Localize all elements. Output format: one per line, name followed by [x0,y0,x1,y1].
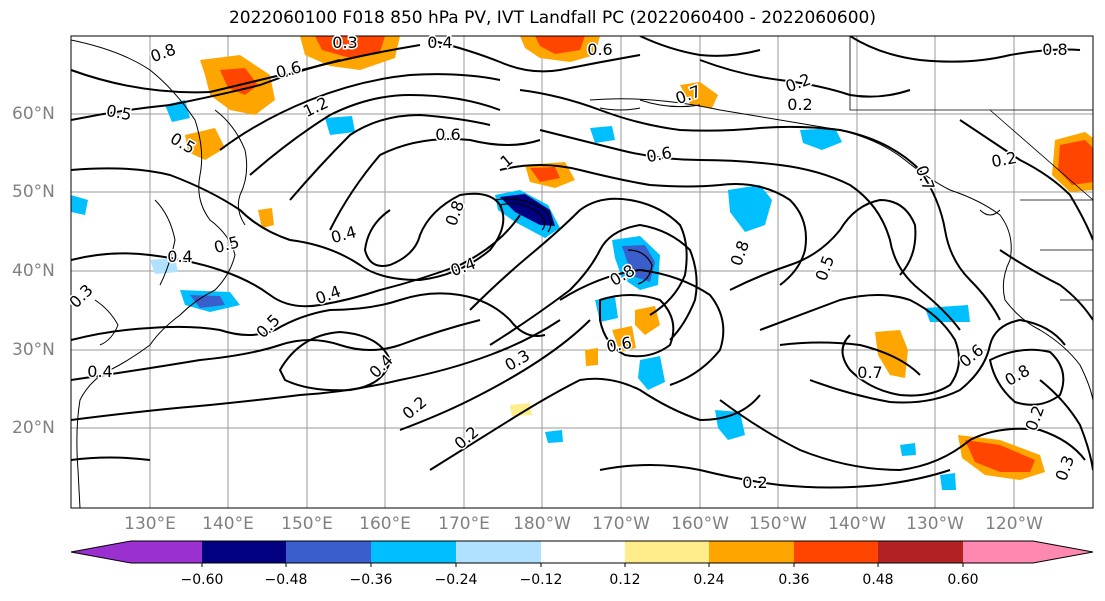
lon-label-140e: 140°E [202,514,254,534]
colorbar-tick: 0.60 [947,572,979,588]
pv-negative-areas [71,100,970,490]
lat-label-50: 50°N [12,182,55,202]
contour-label: 0.4 [87,362,112,381]
colorbar-tick: 0.24 [693,572,725,588]
lat-label-40: 40°N [12,261,55,281]
contour-label: 0.2 [990,148,1018,171]
lon-label-130w: 130°W [906,514,964,534]
colorbar-segment [71,541,202,563]
map-frame [70,35,1094,509]
colorbar-segment [794,541,878,563]
contour-label: 0.7 [857,363,882,382]
lat-label-30: 30°N [12,340,55,360]
lon-label-130e: 130°E [124,514,176,534]
lat-label-60: 60°N [12,104,55,124]
lon-label-170w: 170°W [592,514,650,534]
pv-dense-contours [494,198,653,285]
contour-label: 0.8 [1042,40,1067,59]
lat-label-20: 20°N [12,418,55,438]
colorbar-segment [963,541,1093,563]
contour-label: 0.4 [167,247,192,266]
lon-label-140w: 140°W [828,514,886,534]
contour-label: 0.6 [605,333,633,356]
contour-label: 0.2 [787,95,812,114]
colorbar-tick: 0.12 [609,572,641,588]
lon-label-150e: 150°E [281,514,333,534]
lon-label-160e: 160°E [359,514,411,534]
pv-positive-areas [185,36,1093,480]
contour-label: 0.6 [587,40,612,59]
colorbar [70,540,1094,567]
colorbar-tick: −0.12 [519,572,563,588]
pv-contours [71,36,1093,489]
colorbar-segment [202,541,286,563]
lon-label-150w: 150°W [749,514,807,534]
colorbar-tick: −0.36 [349,572,393,588]
colorbar-tick: −0.60 [180,572,224,588]
colorbar-segment [456,541,541,563]
colorbar-segment [541,541,625,563]
colorbar-tick: −0.48 [264,572,308,588]
contour-label: 0.2 [742,473,767,492]
colorbar-outline [70,540,1094,564]
colorbar-tick: 0.48 [862,572,894,588]
lon-label-170e: 170°E [438,514,490,534]
lon-label-180w: 180°W [513,514,571,534]
lon-label-160w: 160°W [671,514,729,534]
colorbar-tick: −0.24 [434,572,478,588]
colorbar-segment [286,541,371,563]
colorbar-segment [625,541,709,563]
colorbar-segment [371,541,456,563]
colorbar-segment [709,541,794,563]
contour-label: 0.6 [435,125,460,144]
colorbar-segment [878,541,963,563]
lon-label-120w: 120°W [985,514,1043,534]
colorbar-tick: 0.36 [778,572,810,588]
contour-label: 0.4 [427,33,452,52]
map-title: 2022060100 F018 850 hPa PV, IVT Landfall… [228,8,876,28]
contour-label: 0.3 [332,33,357,52]
